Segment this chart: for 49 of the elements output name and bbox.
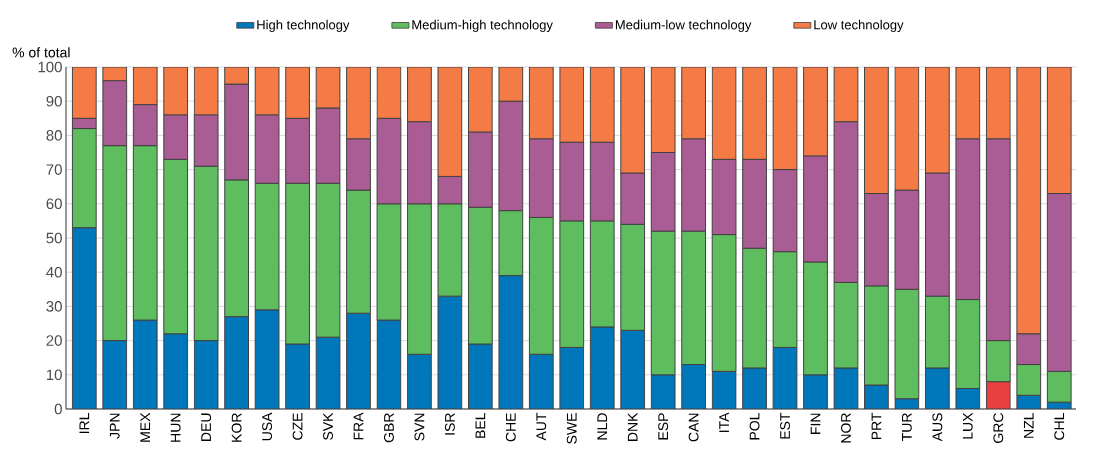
x-tick-label: FIN xyxy=(810,413,821,434)
x-tick-label: NLD xyxy=(597,413,608,440)
legend-label: High technology xyxy=(257,19,350,32)
y-tick-label: 100 xyxy=(38,61,62,73)
x-tick-label: SVK xyxy=(323,412,333,440)
x-tick-label: ESP xyxy=(658,413,669,440)
legend-label: Medium-low technology xyxy=(615,19,752,32)
x-tick-label: CHE xyxy=(505,413,516,442)
x-tick-label: ITA xyxy=(719,412,729,432)
x-tick-label: AUT xyxy=(536,412,547,441)
x-tick-label: ISR xyxy=(444,413,455,435)
x-tick-label: MEX xyxy=(140,412,151,442)
x-tick-label: GBR xyxy=(383,413,394,443)
x-tick-label: AUS xyxy=(932,413,943,442)
x-tick-label: HUN xyxy=(170,413,181,442)
x-tick-label: DEU xyxy=(201,413,212,441)
x-tick-label: USA xyxy=(262,412,273,441)
y-tick-label: 70 xyxy=(46,164,62,175)
y-tick-label: 20 xyxy=(46,335,62,346)
x-tick-label: SVN xyxy=(414,413,425,441)
x-tick-label: EST xyxy=(780,412,790,439)
x-tick-label: PRT xyxy=(871,412,882,440)
x-tick-label: NZL xyxy=(1023,412,1034,438)
x-tick-label: LUX xyxy=(962,412,973,439)
x-tick-label: CZE xyxy=(292,413,303,440)
x-tick-label: IRL xyxy=(79,412,90,434)
x-tick-label: POL xyxy=(749,412,760,440)
y-tick-label: 80 xyxy=(46,130,62,141)
x-tick-label: SWE xyxy=(566,413,577,444)
y-tick-label: 0 xyxy=(54,403,62,415)
y-tick-label: 10 xyxy=(46,369,62,381)
x-tick-label: FRA xyxy=(353,412,364,440)
y-tick-label: 50 xyxy=(46,232,62,244)
x-tick-label: CAN xyxy=(688,413,699,442)
y-tick-label: 30 xyxy=(46,301,62,312)
legend-label: Low technology xyxy=(814,19,904,32)
x-tick-label: KOR xyxy=(231,413,242,442)
x-tick-label: TUR xyxy=(902,413,912,441)
legend-label: Medium-high technology xyxy=(412,19,553,32)
x-tick-label: DNK xyxy=(627,412,638,441)
y-tick-label: 40 xyxy=(46,266,62,278)
x-tick-label: JPN xyxy=(109,413,120,439)
x-tick-label: BEL xyxy=(475,412,486,438)
x-tick-label: NOR xyxy=(841,413,851,443)
x-tick-label: CHL xyxy=(1054,412,1065,440)
y-tick-label: 90 xyxy=(46,95,62,107)
y-tick-label: 60 xyxy=(46,198,62,210)
y-axis-title: % of total xyxy=(12,47,70,58)
x-tick-label: GRC xyxy=(993,413,1004,443)
